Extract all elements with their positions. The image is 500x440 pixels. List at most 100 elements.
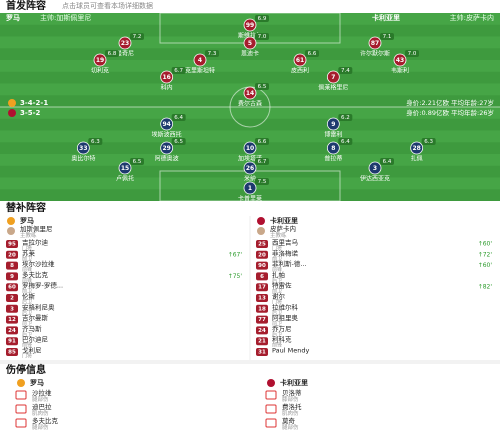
rating-bg (130, 158, 144, 165)
shirt-number-bg[interactable] (256, 304, 268, 313)
shirt-number: 25 (258, 242, 266, 248)
player-shirt[interactable] (243, 181, 257, 195)
player-shirt[interactable] (293, 53, 307, 67)
shirt-number-bg[interactable] (256, 261, 268, 270)
player-shirt[interactable] (118, 36, 132, 50)
shirt-number: 60 (8, 285, 16, 291)
player-shirt[interactable] (160, 117, 174, 131)
player-number: 87 (371, 40, 379, 47)
player-rating: 6.4 (341, 139, 350, 145)
shirt-number-bg[interactable] (6, 250, 18, 259)
player-number: 43 (396, 57, 404, 64)
player-name: 米纳 (244, 175, 256, 183)
player-shirt[interactable] (160, 141, 174, 155)
player-number: 94 (162, 121, 170, 128)
shirt-number-bg[interactable] (6, 272, 18, 281)
player-shirt[interactable] (193, 53, 207, 67)
player-position: 前卫 (22, 320, 32, 327)
sub-time: ↑60' (478, 262, 493, 269)
coach: 主帅:加斯佩里尼 (40, 13, 91, 22)
player-rating: 7.5 (258, 179, 267, 185)
player-name: 许尔默尔斯 (360, 50, 390, 58)
player-number: 99 (246, 22, 254, 29)
coach-role: 主教练 (270, 231, 287, 239)
player-rating: 7.0 (408, 51, 417, 57)
player-number: 28 (412, 145, 420, 152)
shirt-number-bg[interactable] (256, 337, 268, 346)
shirt-number: 95 (8, 242, 16, 248)
player-rating: 6.9 (258, 16, 267, 22)
player-position: 门将 (272, 245, 282, 252)
shirt-number-bg[interactable] (256, 348, 268, 356)
team-name: 罗马 (30, 378, 44, 387)
player-number: 26 (246, 165, 254, 172)
shirt-number: 77 (258, 317, 266, 323)
player-number: 5 (248, 40, 252, 47)
player-shirt[interactable] (118, 161, 132, 175)
shirt-number-bg[interactable] (256, 240, 268, 248)
player-shirt[interactable] (243, 86, 257, 100)
rating-bg (421, 138, 436, 145)
player-rating: 6.5 (133, 159, 142, 165)
sub-time: ↑60' (478, 241, 493, 248)
player-name: 扎帕 (272, 270, 285, 279)
shirt-number-bg[interactable] (6, 348, 18, 356)
player-name: 切利克 (91, 67, 109, 75)
player-shirt[interactable] (160, 70, 174, 84)
player-shirt[interactable] (243, 36, 257, 50)
player-shirt[interactable] (326, 117, 340, 131)
shirt-number-bg[interactable] (6, 337, 18, 346)
coach-avatar (257, 227, 265, 235)
player-shirt[interactable] (243, 18, 257, 32)
player-number: 29 (162, 145, 170, 152)
shirt-number-bg[interactable] (6, 283, 18, 292)
player-shirt[interactable] (368, 36, 382, 50)
shirt-number-bg[interactable] (6, 315, 18, 324)
injury-icon (15, 418, 27, 428)
player-shirt[interactable] (393, 53, 407, 67)
shirt-number: 31 (258, 350, 266, 356)
player-position: 后卫 (272, 331, 282, 338)
shirt-number-bg[interactable] (256, 315, 268, 324)
player-shirt[interactable] (410, 141, 424, 155)
player-rating: 6.7 (258, 159, 267, 165)
shirt-number-bg[interactable] (6, 294, 18, 302)
player-rating: 7.0 (258, 34, 267, 40)
team-badge (257, 217, 265, 225)
player-shirt[interactable] (93, 53, 107, 67)
sub-time: ↑82' (478, 284, 493, 291)
shirt-number-bg[interactable] (6, 240, 18, 248)
player-name: 加埃塔诺 (238, 155, 262, 163)
player-name: 科内 (161, 84, 173, 92)
player-name: 乔万尼 (272, 325, 292, 333)
shirt-number-bg[interactable] (6, 326, 18, 335)
rating-bg (105, 50, 119, 57)
pitch-stripe (0, 60, 500, 72)
shirt-number-bg[interactable] (256, 250, 268, 259)
shirt-number-bg[interactable] (256, 294, 268, 302)
player-number: 4 (198, 57, 202, 64)
player-number: 15 (121, 165, 129, 172)
player-name: 埃斯波西托 (152, 131, 182, 139)
injury-icon (265, 418, 277, 428)
player-name: 费洛托 (282, 402, 302, 411)
shirt-number: 8 (10, 263, 14, 269)
player-shirt[interactable] (326, 70, 340, 84)
player-number: 14 (246, 90, 254, 97)
team-info: 身价:2.21亿欧 平均年龄:27岁 (406, 98, 494, 107)
player-shirt[interactable] (326, 141, 340, 155)
shirt-number-bg[interactable] (6, 304, 18, 313)
player-number: 8 (331, 145, 335, 152)
shirt-number-bg[interactable] (256, 326, 268, 335)
player-shirt[interactable] (76, 141, 90, 155)
player-shirt[interactable] (368, 161, 382, 175)
shirt-number-bg[interactable] (256, 283, 268, 292)
player-shirt[interactable] (243, 141, 257, 155)
shirt-number-bg[interactable] (6, 261, 18, 270)
player-name: 罗梅罗-罗德... (22, 281, 63, 290)
shirt-number-bg[interactable] (256, 272, 268, 281)
badge (8, 99, 16, 107)
player-shirt[interactable] (243, 161, 257, 175)
player-name: 拉维尔科 (272, 302, 299, 311)
player-name: 戈利尼 (22, 346, 42, 355)
